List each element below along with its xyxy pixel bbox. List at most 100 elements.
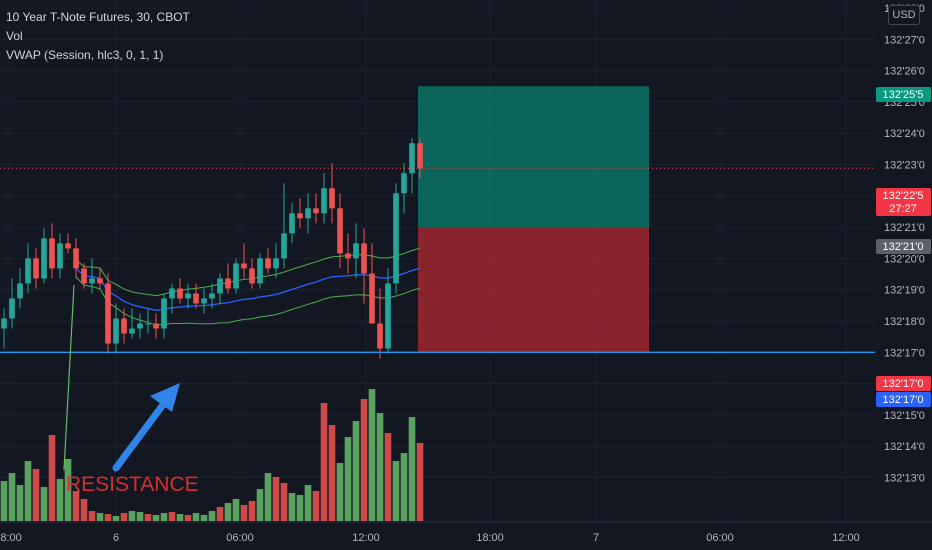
volume-bar[interactable] <box>280 483 288 521</box>
volume-bar[interactable] <box>32 469 40 521</box>
candle[interactable] <box>153 313 159 339</box>
candle[interactable] <box>9 278 15 329</box>
volume-bar[interactable] <box>344 437 352 521</box>
candle[interactable] <box>329 163 335 224</box>
candle[interactable] <box>273 243 279 279</box>
volume-bar[interactable] <box>24 461 32 521</box>
time-axis[interactable]: 18:00 6 06:00 12:00 18:00 7 06:00 12:00 <box>0 521 932 544</box>
resistance-label[interactable]: RESISTANCE <box>66 473 199 496</box>
price-badge[interactable]: 132'22'527:27 <box>876 188 931 216</box>
candle[interactable] <box>161 293 167 339</box>
volume-bar[interactable] <box>128 511 136 521</box>
candle[interactable] <box>345 233 351 274</box>
candle[interactable] <box>177 278 183 304</box>
candle[interactable] <box>361 228 367 304</box>
volume-bar[interactable] <box>392 461 400 521</box>
volume-bar[interactable] <box>256 489 264 521</box>
candle[interactable] <box>33 248 39 289</box>
volume-bar[interactable] <box>304 485 312 521</box>
volume-bar[interactable] <box>352 421 360 521</box>
candle[interactable] <box>185 283 191 309</box>
candle[interactable] <box>97 268 103 289</box>
candle[interactable] <box>1 308 7 349</box>
candle[interactable] <box>249 258 255 289</box>
price-badge[interactable]: 132'25'5 <box>876 87 931 102</box>
candle[interactable] <box>401 163 407 214</box>
candle[interactable] <box>393 183 399 294</box>
candle[interactable] <box>289 203 295 244</box>
candle[interactable] <box>409 138 415 194</box>
candle[interactable] <box>193 283 199 309</box>
profit-zone[interactable] <box>418 86 649 228</box>
candle[interactable] <box>105 273 111 354</box>
candle[interactable] <box>417 138 423 179</box>
candle[interactable] <box>305 193 311 234</box>
loss-zone[interactable] <box>418 227 649 353</box>
candle[interactable] <box>377 288 383 359</box>
volume-bar[interactable] <box>384 433 392 521</box>
volume-bar[interactable] <box>104 514 112 521</box>
resistance-arrow[interactable] <box>63 284 180 472</box>
candle[interactable] <box>369 243 375 324</box>
volume-bar[interactable] <box>408 417 416 521</box>
volume-bar[interactable] <box>400 453 408 521</box>
candle[interactable] <box>209 283 215 309</box>
volume-bar[interactable] <box>376 413 384 521</box>
candle[interactable] <box>257 253 263 289</box>
volume-bar[interactable] <box>312 491 320 521</box>
candle[interactable] <box>217 273 223 304</box>
volume-bar[interactable] <box>272 477 280 521</box>
candle[interactable] <box>113 303 119 354</box>
volume-bar[interactable] <box>80 499 88 521</box>
symbol-title[interactable]: 10 Year T-Note Futures, 30, CBOT <box>6 10 190 24</box>
candle[interactable] <box>281 183 287 269</box>
candle[interactable] <box>297 198 303 229</box>
candle[interactable] <box>89 258 95 294</box>
candle[interactable] <box>241 243 247 279</box>
volume-bar[interactable] <box>0 481 8 521</box>
candle[interactable] <box>73 238 79 279</box>
volume-bar[interactable] <box>8 473 16 521</box>
candle[interactable] <box>313 193 319 224</box>
candle[interactable] <box>265 248 271 274</box>
volume-bar[interactable] <box>224 503 232 521</box>
candle[interactable] <box>145 308 151 334</box>
candle[interactable] <box>41 228 47 284</box>
volume-bar[interactable] <box>216 507 224 521</box>
candle[interactable] <box>121 308 127 344</box>
candle[interactable] <box>385 268 391 354</box>
volume-bar[interactable] <box>264 473 272 521</box>
volume-bar[interactable] <box>184 515 192 521</box>
volume-bar[interactable] <box>96 513 104 521</box>
candle[interactable] <box>233 258 239 294</box>
volume-bar[interactable] <box>232 499 240 521</box>
candle[interactable] <box>25 243 31 294</box>
volume-bar[interactable] <box>48 435 56 521</box>
price-badge[interactable]: 132'17'0 <box>876 392 931 407</box>
candle[interactable] <box>81 263 87 289</box>
volume-bar[interactable] <box>160 513 168 521</box>
volume-bar[interactable] <box>368 389 376 521</box>
volume-bar[interactable] <box>336 463 344 521</box>
volume-bar[interactable] <box>16 485 24 521</box>
volume-bar[interactable] <box>136 512 144 521</box>
volume-bar[interactable] <box>360 399 368 521</box>
volume-bar[interactable] <box>240 505 248 521</box>
candle[interactable] <box>169 283 175 314</box>
volume-bar[interactable] <box>144 514 152 521</box>
long-position-tool[interactable] <box>418 86 649 353</box>
volume-indicator-label[interactable]: Vol <box>6 29 23 43</box>
price-badge[interactable]: 132'21'0 <box>876 239 931 254</box>
volume-bar[interactable] <box>64 459 72 521</box>
volume-bar[interactable] <box>40 487 48 521</box>
candle[interactable] <box>17 268 23 309</box>
candle[interactable] <box>49 223 55 279</box>
volume-bar[interactable] <box>120 513 128 521</box>
candle[interactable] <box>201 288 207 314</box>
volume-bar[interactable] <box>112 516 120 521</box>
volume-bar[interactable] <box>320 403 328 521</box>
volume-bar[interactable] <box>152 515 160 521</box>
currency-button[interactable]: USD <box>888 5 920 25</box>
candle[interactable] <box>57 233 63 279</box>
